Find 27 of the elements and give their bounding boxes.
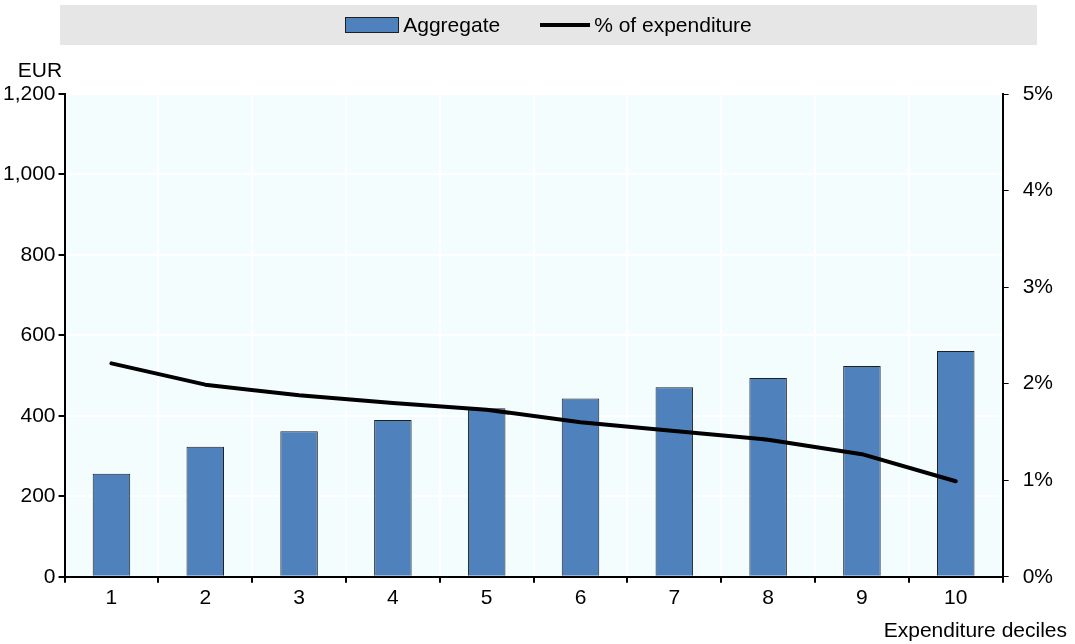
y2-tick-label: 3% [1022,273,1054,297]
y2-tick-label: 1% [1022,467,1054,491]
x-axis-title: Expenditure deciles [883,618,1067,642]
y-tick-label: 1,200 [2,80,56,104]
x-tick-label: 2 [199,585,212,609]
y-tick-label: 800 [20,241,56,265]
y2-tick-label: 5% [1022,80,1054,104]
y2-tick-label: 4% [1022,177,1054,201]
legend-label: Aggregate [403,13,501,37]
legend-label: % of expenditure [594,13,752,37]
x-tick-label: 9 [856,585,868,609]
x-tick-label: 5 [480,585,493,609]
x-tick-label: 10 [944,585,968,609]
x-tick-label: 1 [105,585,118,609]
x-tick-label: 4 [387,585,400,609]
y-tick-label: 600 [20,322,56,346]
y2-tick-label: 0% [1022,563,1054,587]
x-tick-label: 8 [762,585,774,609]
y-tick-label: 200 [20,483,56,507]
y-tick-label: 400 [20,402,56,426]
y-tick-label: 0 [43,563,56,587]
y-tick-label: 1,000 [2,161,56,185]
y-axis-title: EUR [17,58,63,82]
x-tick-label: 3 [293,585,305,609]
x-tick-label: 6 [574,585,587,609]
x-tick-label: 7 [668,585,681,609]
y2-tick-label: 2% [1022,370,1054,394]
